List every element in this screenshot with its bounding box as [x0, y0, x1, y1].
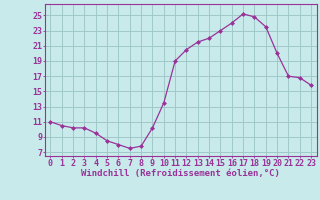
X-axis label: Windchill (Refroidissement éolien,°C): Windchill (Refroidissement éolien,°C) — [81, 169, 280, 178]
